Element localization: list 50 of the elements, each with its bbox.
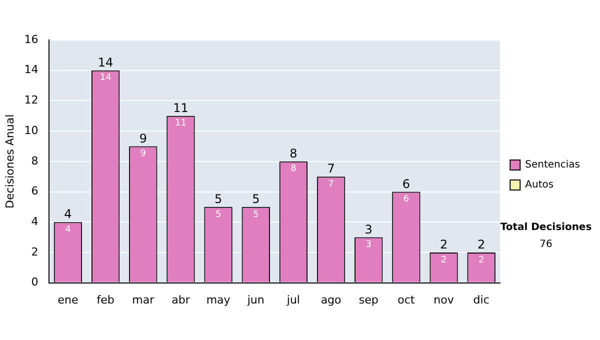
data-label: 7 xyxy=(328,179,334,190)
total-label: 4 xyxy=(64,207,72,222)
data-label: 11 xyxy=(174,118,186,129)
legend-label: Sentencias xyxy=(525,160,580,171)
data-label: 9 xyxy=(140,149,146,160)
data-label: 2 xyxy=(478,255,484,266)
x-tick-label: ago xyxy=(320,293,342,306)
data-label: 5 xyxy=(253,210,259,220)
data-label: 2 xyxy=(440,255,447,266)
y-tick-label: 12 xyxy=(24,94,38,107)
x-tick-label: mar xyxy=(132,293,155,306)
total-label: 6 xyxy=(402,176,410,191)
total-label: 7 xyxy=(327,162,335,176)
x-tick-label: jun xyxy=(246,293,264,306)
y-tick-label: 0 xyxy=(31,276,38,289)
y-tick-label: 2 xyxy=(31,245,38,258)
x-tick-label: ene xyxy=(58,293,78,306)
x-tick-label: jul xyxy=(286,293,300,306)
total-label: 2 xyxy=(478,238,486,252)
total-label: 3 xyxy=(364,222,372,236)
data-label: 14 xyxy=(100,73,112,84)
x-tick-label: abr xyxy=(172,293,190,306)
total-label: 2 xyxy=(440,238,448,252)
text: Total Decisiones xyxy=(499,222,593,233)
data-label: 4 xyxy=(65,224,72,235)
total-label: 9 xyxy=(139,131,147,146)
total-label: 5 xyxy=(252,192,260,206)
data-label: 5 xyxy=(215,210,222,220)
total-label: 11 xyxy=(173,101,188,115)
x-tick-label: oct xyxy=(398,293,416,306)
y-tick-label: 4 xyxy=(31,214,38,228)
total-label: 8 xyxy=(290,146,298,161)
x-tick-label: sep xyxy=(358,293,378,306)
text: 76 xyxy=(538,239,554,250)
y-tick-label: 14 xyxy=(24,63,38,76)
legend-label: Autos xyxy=(525,180,554,191)
y-tick-label: 10 xyxy=(24,124,38,137)
data-label: 6 xyxy=(403,194,410,205)
data-label: 3 xyxy=(366,240,372,250)
x-tick-label: nov xyxy=(434,293,454,306)
total-label: 5 xyxy=(214,192,222,206)
y-tick-label: 16 xyxy=(24,32,38,46)
data-label: 8 xyxy=(290,164,297,174)
y-tick-label: 6 xyxy=(31,184,38,198)
total-label: 14 xyxy=(98,55,114,70)
y-tick-label: 8 xyxy=(31,154,38,168)
x-tick-label: may xyxy=(206,293,231,306)
x-tick-label: dic xyxy=(473,293,490,306)
y-axis-title: Decisiones Anual xyxy=(3,114,16,208)
x-tick-label: feb xyxy=(96,293,114,306)
